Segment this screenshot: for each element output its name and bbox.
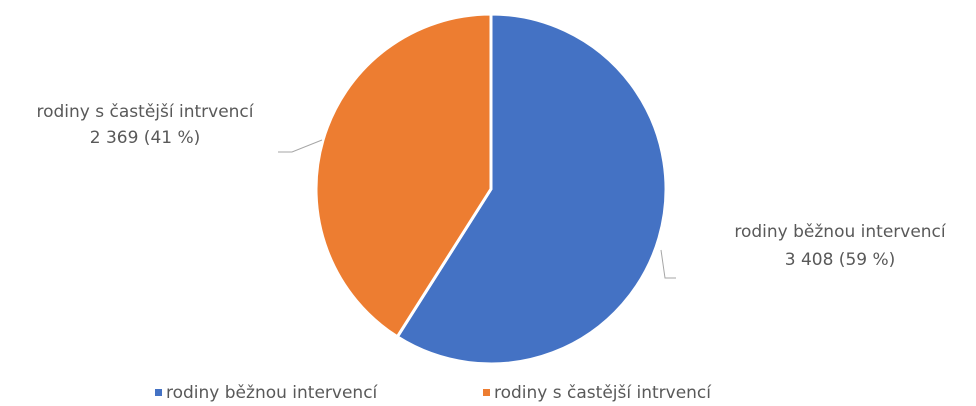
pie-slice: [395, 12, 668, 366]
data-label-name: rodiny běžnou intervencí: [734, 222, 947, 242]
data-label-name: rodiny s častější intrvencí: [37, 102, 255, 122]
leader-line: [660, 249, 676, 279]
legend-swatch: [155, 389, 162, 396]
leader-line: [278, 139, 323, 153]
legend-label: rodiny běžnou intervencí: [166, 383, 379, 403]
data-label-value: 3 408 (59 %): [785, 250, 896, 270]
legend-label: rodiny s častější intrvencí: [494, 383, 712, 403]
legend-swatch: [483, 389, 490, 396]
pie-slice: [314, 12, 493, 339]
data-label-value: 2 369 (41 %): [90, 128, 201, 148]
